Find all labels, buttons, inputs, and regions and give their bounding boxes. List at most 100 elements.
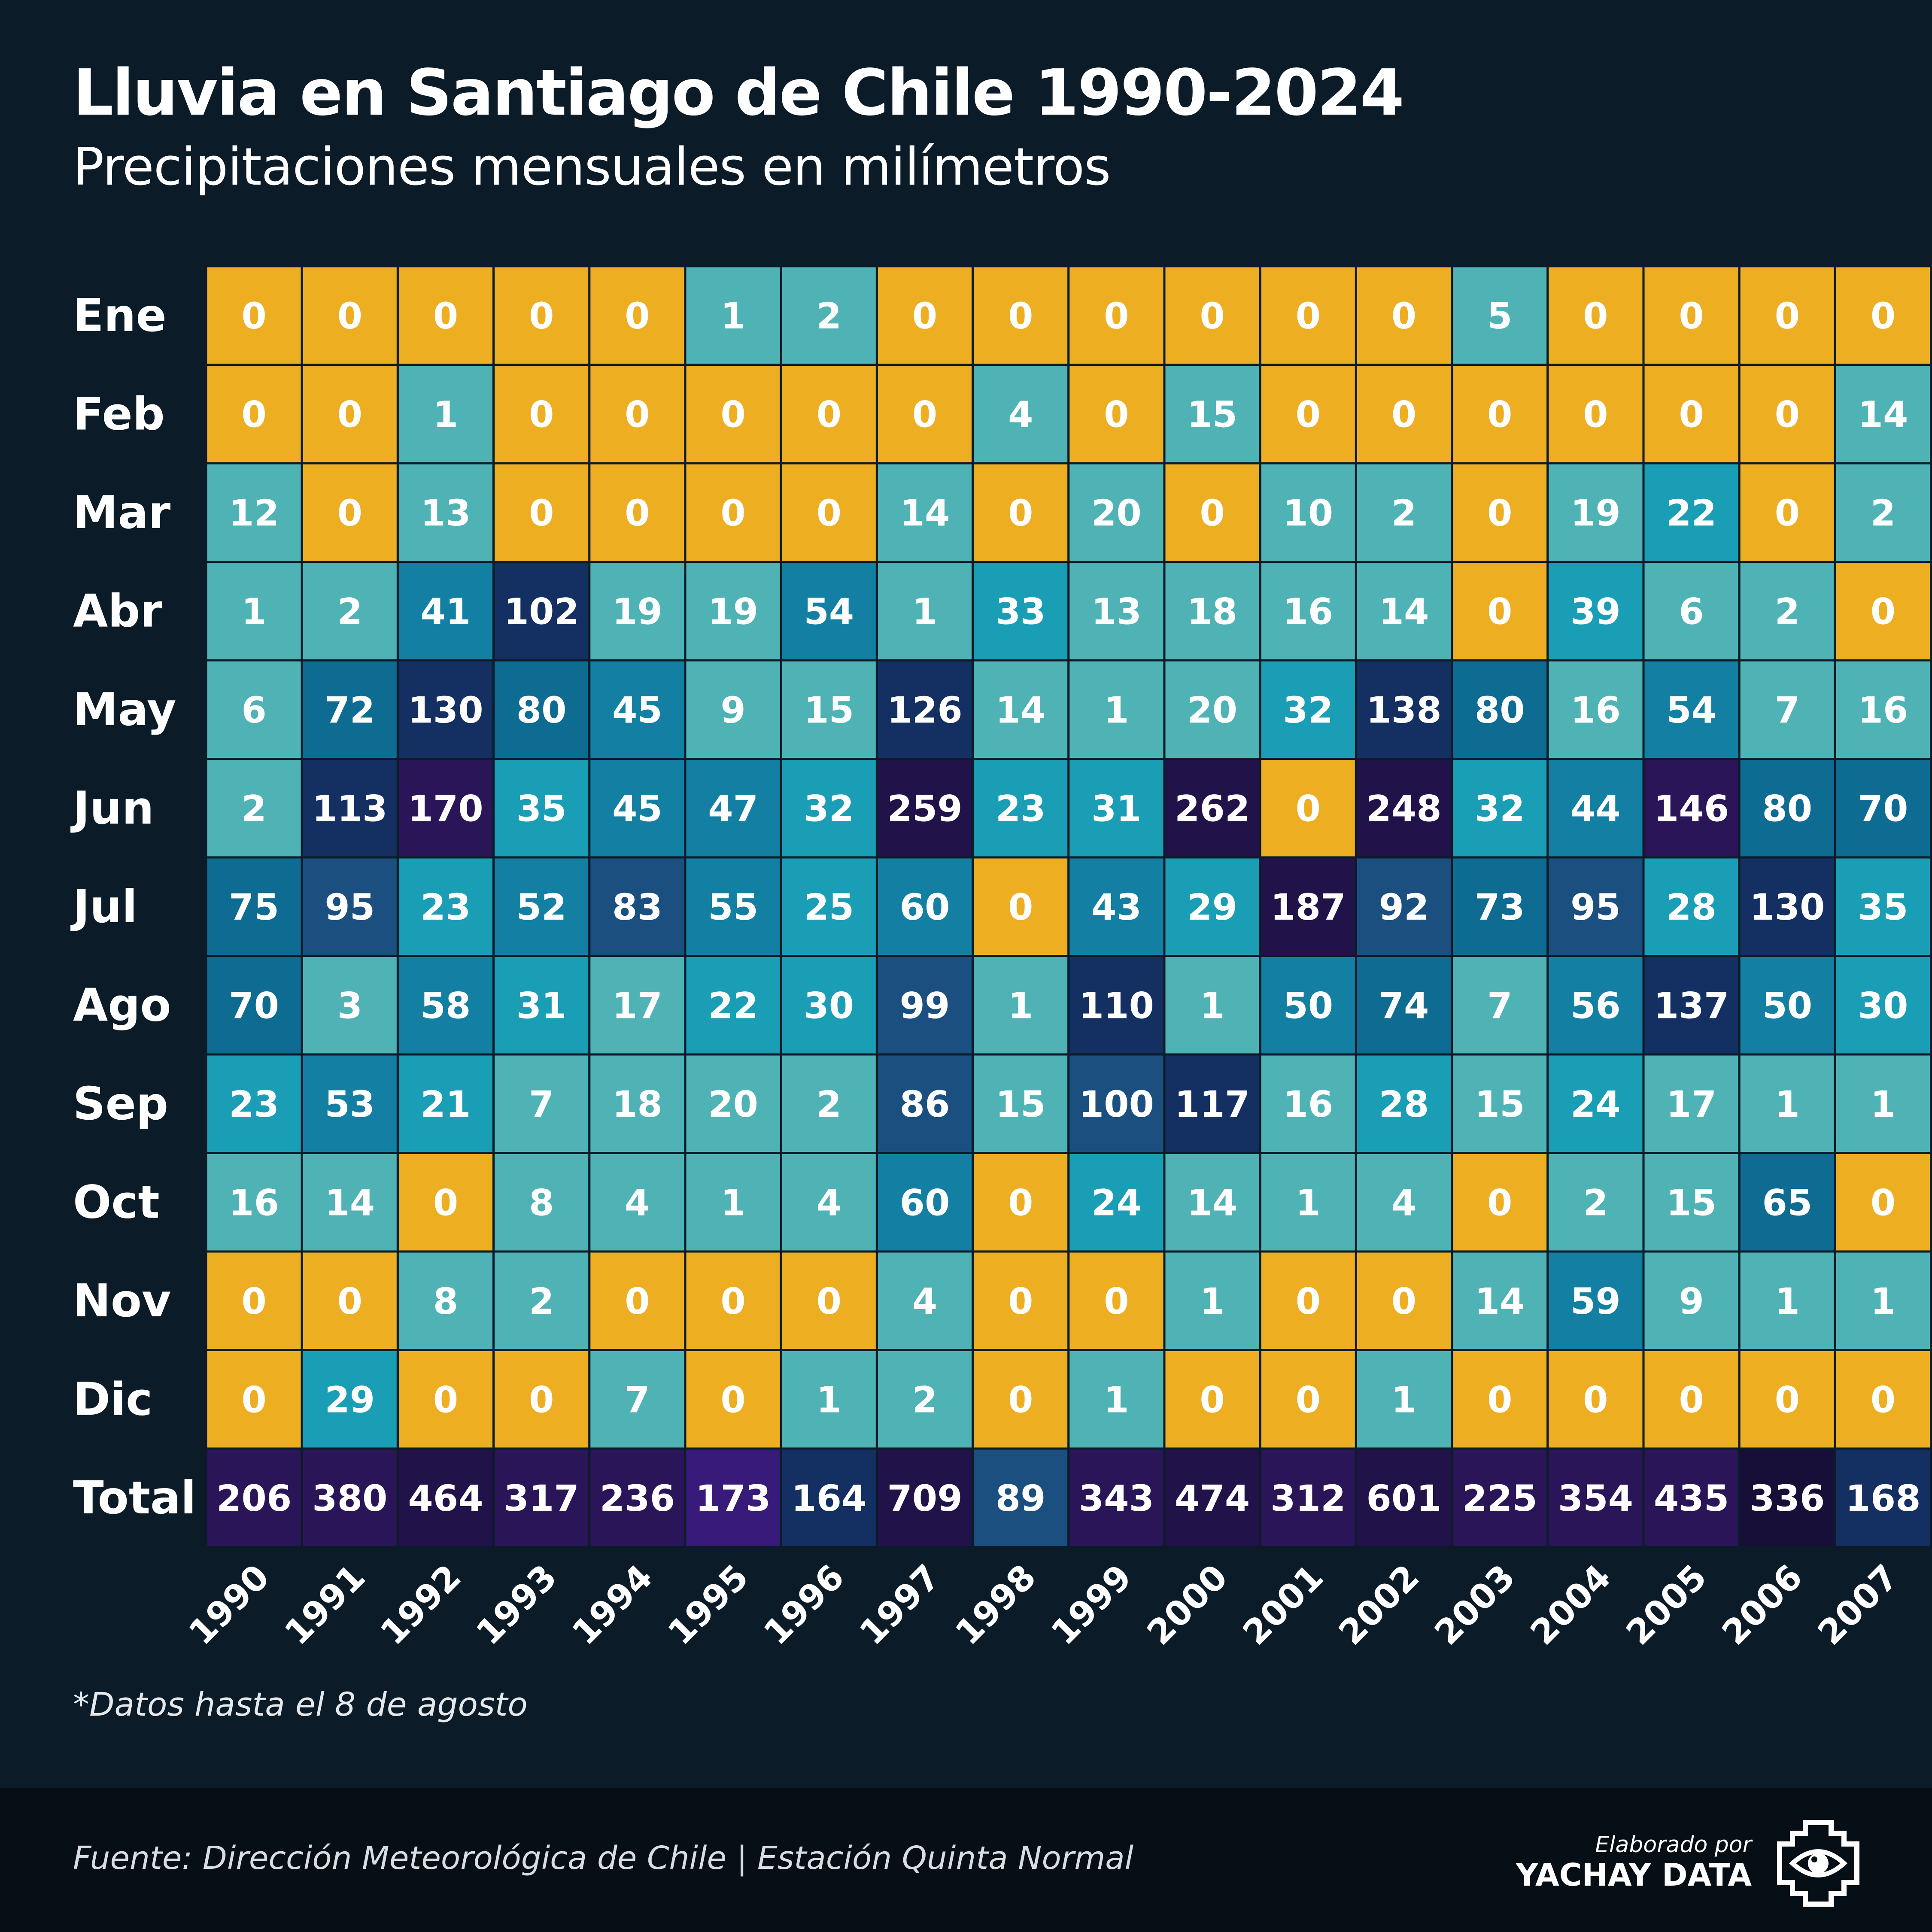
cell-value-label: 29 (325, 1379, 375, 1421)
cell-value-label: 16 (1283, 1083, 1333, 1125)
cell-value-label: 110 (1079, 984, 1154, 1027)
year-label: 1994 (565, 1557, 660, 1653)
cell-value-label: 146 (1654, 787, 1729, 829)
heatmap-cell (396, 1447, 495, 1548)
heatmap-cell (1642, 1349, 1741, 1450)
cell-value-label: 0 (337, 393, 362, 435)
heatmap-cell (972, 955, 1070, 1056)
heatmap-cell (1067, 1152, 1166, 1253)
cell-value-label: 0 (1104, 1280, 1129, 1322)
heatmap-cell (1642, 462, 1741, 563)
cell-value-label: 23 (421, 886, 471, 928)
cell-value-label: 53 (325, 1083, 375, 1125)
heatmap-cell (1546, 1053, 1645, 1154)
cell-value-label: 1 (1296, 1182, 1321, 1224)
cell-value-label: 1 (1200, 984, 1224, 1027)
heatmap-cell (301, 955, 399, 1056)
cell-value-label: 22 (1666, 492, 1716, 534)
heatmap-cell (492, 1053, 591, 1154)
cell-value-label: 14 (1187, 1182, 1237, 1224)
cell-value-label: 187 (1270, 886, 1346, 928)
heatmap-cell (492, 856, 591, 957)
cell-value-label: 262 (1175, 787, 1250, 829)
cell-value-label: 14 (900, 492, 950, 534)
heatmap-cell (1355, 1152, 1453, 1253)
cell-value-label: 7 (625, 1379, 650, 1421)
heatmap-cell (1163, 1447, 1261, 1548)
cell-value-label: 102 (504, 590, 579, 632)
cell-value-label: 0 (1487, 393, 1512, 435)
heatmap-cell (875, 1349, 974, 1450)
heatmap-cell (492, 1152, 591, 1253)
cell-value-label: 0 (1296, 1280, 1321, 1322)
cell-value-label: 0 (1487, 590, 1512, 632)
heatmap-cell (1738, 758, 1836, 859)
cell-value-label: 2 (817, 1083, 841, 1125)
cell-value-label: 20 (1187, 689, 1237, 731)
cell-value-label: 1 (1775, 1280, 1800, 1322)
heatmap-cell (396, 1053, 495, 1154)
cell-value-label: 47 (708, 787, 758, 829)
heatmap-cell (396, 758, 495, 859)
cell-value-label: 4 (817, 1182, 841, 1224)
cell-value-label: 8 (433, 1280, 458, 1322)
cell-value-label: 259 (887, 787, 962, 829)
heatmap-cell (492, 462, 591, 563)
cell-value-label: 45 (612, 787, 662, 829)
heatmap-cell (684, 1349, 782, 1450)
heatmap-cell (1642, 1447, 1741, 1548)
heatmap-cell (1067, 364, 1166, 465)
heatmap-cell (972, 1152, 1070, 1253)
heatmap-cell (492, 561, 591, 662)
row-label: Abr (73, 585, 162, 637)
cell-value-label: 2 (1391, 492, 1416, 534)
year-label: 1993 (468, 1557, 564, 1653)
heatmap-cell (972, 1053, 1070, 1154)
heatmap-cell (1163, 856, 1261, 957)
cell-value-label: 1 (1104, 689, 1129, 731)
heatmap-cell (1163, 265, 1261, 366)
cell-value-label: 72 (325, 689, 375, 731)
cell-value-label: 138 (1366, 689, 1441, 731)
cell-value-label: 137 (1654, 984, 1729, 1027)
cell-value-label: 4 (1391, 1182, 1416, 1224)
heatmap-cell (684, 364, 782, 465)
heatmap-cell (396, 1250, 495, 1351)
cell-value-label: 0 (433, 1379, 458, 1421)
cell-value-label: 23 (996, 787, 1046, 829)
cell-value-label: 0 (1871, 1379, 1896, 1421)
cell-value-label: 59 (1571, 1280, 1621, 1322)
cell-value-label: 15 (1187, 393, 1237, 435)
cell-value-label: 0 (433, 1182, 458, 1224)
heatmap-cell (588, 364, 687, 465)
cell-value-label: 0 (241, 1379, 266, 1421)
cell-value-label: 14 (1858, 393, 1908, 435)
heatmap-cell (1738, 1152, 1836, 1253)
cell-value-label: 0 (625, 393, 650, 435)
heatmap-cell (1451, 1152, 1549, 1253)
cell-value-label: 0 (1200, 1379, 1224, 1421)
cell-value-label: 126 (887, 689, 962, 731)
cell-value-label: 16 (1283, 590, 1333, 632)
cell-value-label: 0 (433, 295, 458, 337)
cell-value-label: 9 (720, 689, 745, 731)
cell-value-label: 0 (1104, 295, 1129, 337)
cell-value-label: 0 (1296, 295, 1321, 337)
heatmap-cell (396, 561, 495, 662)
cell-value-label: 70 (229, 984, 279, 1027)
heatmap-cell (780, 856, 878, 957)
cell-value-label: 32 (1283, 689, 1333, 731)
cell-value-label: 0 (1871, 1182, 1896, 1224)
cell-value-label: 1 (720, 1182, 745, 1224)
year-label: 2000 (1139, 1557, 1235, 1653)
cell-value-label: 1 (912, 590, 937, 632)
heatmap-cell (972, 561, 1070, 662)
heatmap-cell (1834, 1250, 1932, 1351)
year-label: 1996 (756, 1557, 852, 1653)
cell-value-label: 3 (337, 984, 362, 1027)
heatmap-cell (492, 955, 591, 1056)
cell-value-label: 0 (1679, 393, 1704, 435)
cell-value-label: 6 (1679, 590, 1704, 632)
heatmap-cell (396, 364, 495, 465)
heatmap-cell (972, 364, 1070, 465)
